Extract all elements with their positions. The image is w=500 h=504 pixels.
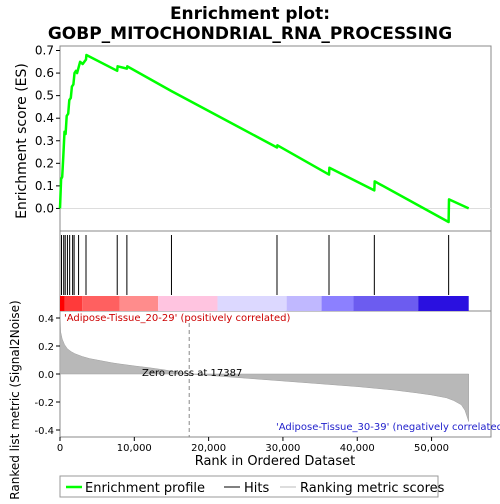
- gradient-segment: [64, 296, 83, 311]
- negative-label: 'Adipose-Tissue_30-39' (negatively corre…: [276, 422, 500, 433]
- es-y-tick-label: 0.4: [35, 111, 54, 125]
- x-tick-label: 20,000: [191, 443, 226, 454]
- legend-label-ranking: Ranking metric scores: [300, 481, 445, 496]
- es-y-tick-label: 0.7: [35, 44, 54, 58]
- es-y-axis: 0.0 0.1 0.2 0.3 0.4 0.5 0.6 0.7: [35, 44, 491, 215]
- metric-y-tick-label: 0.2: [38, 342, 54, 353]
- gradient-segment: [353, 296, 419, 311]
- chart-title-line2: GOBP_MITOCHONDRIAL_RNA_PROCESSING: [48, 24, 452, 44]
- metric-y-axis: -0.4 -0.2 0.0 0.2 0.4: [34, 314, 60, 437]
- gradient-segment: [82, 296, 120, 311]
- chart-title-line1: Enrichment plot:: [170, 4, 330, 24]
- gradient-segment: [217, 296, 287, 311]
- positive-label: 'Adipose-Tissue_20-29' (positively corre…: [64, 313, 290, 324]
- es-y-tick-label: 0.1: [35, 179, 54, 193]
- x-axis-label: Rank in Ordered Dataset: [195, 454, 356, 469]
- metric-y-tick-label: -0.2: [34, 398, 54, 409]
- x-tick-label: 0: [57, 443, 63, 454]
- gradient-segment: [418, 296, 469, 311]
- x-tick-label: 50,000: [414, 443, 449, 454]
- es-line-group: [58, 53, 470, 224]
- es-y-tick-label: 0.2: [35, 156, 54, 170]
- es-y-axis-label: Enrichment score (ES): [14, 63, 30, 219]
- zero-cross-label: Zero cross at 17387: [142, 368, 242, 379]
- es-panel-frame: [59, 45, 492, 232]
- legend-box: [59, 475, 439, 498]
- gradient-segment: [286, 296, 322, 311]
- es-y-tick-label: 0.0: [35, 201, 54, 215]
- x-axis: 0 10,000 20,000 30,000 40,000 50,000: [57, 437, 449, 454]
- gradient-segment: [119, 296, 159, 311]
- metric-y-tick-label: 0.0: [38, 370, 54, 381]
- es-y-tick-label: 0.3: [35, 134, 54, 148]
- legend-label-hits: Hits: [244, 481, 269, 496]
- metric-y-tick-label: -0.4: [34, 426, 54, 437]
- es-y-tick-label: 0.6: [35, 66, 54, 80]
- gradient-segment: [321, 296, 354, 311]
- metric-y-tick-label: 0.4: [38, 314, 54, 325]
- x-tick-label: 10,000: [117, 443, 152, 454]
- ranking-metric-area: [59, 310, 469, 422]
- x-tick-label: 30,000: [265, 443, 300, 454]
- gradient-bar: [60, 296, 469, 311]
- es-series-line: [58, 53, 470, 224]
- gradient-segment: [158, 296, 218, 311]
- legend-label-enrichment: Enrichment profile: [85, 481, 205, 496]
- hits-group: [60, 235, 450, 295]
- legend: Enrichment profile Hits Ranking metric s…: [59, 475, 445, 498]
- gradient-segment: [60, 296, 65, 311]
- es-y-tick-label: 0.5: [35, 89, 54, 103]
- metric-group: [59, 310, 469, 437]
- x-tick-label: 40,000: [340, 443, 375, 454]
- metric-y-axis-label: Ranked list metric (Signal2Noise): [8, 300, 22, 499]
